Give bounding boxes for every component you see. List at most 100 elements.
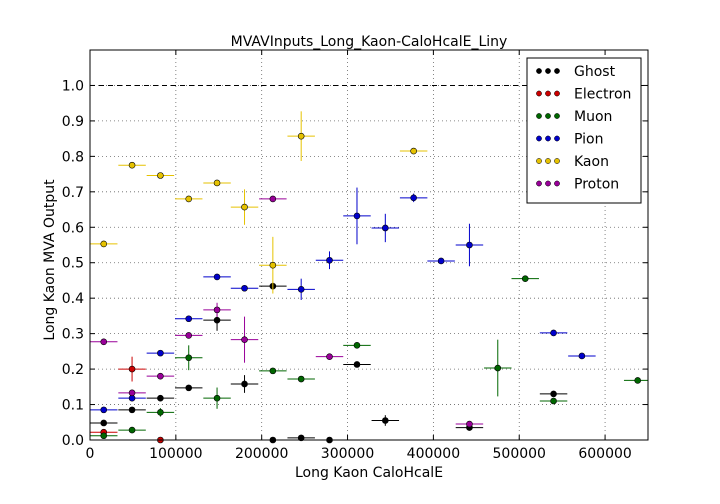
pion-point <box>100 406 108 414</box>
chart-title: MVAVInputs_Long_Kaon-CaloHcalE_Liny <box>231 34 508 50</box>
plot-frame <box>89 49 649 441</box>
legend-marker-ghost <box>554 68 560 74</box>
pion-point <box>382 224 389 232</box>
kaon-point <box>213 179 221 187</box>
x-axis-label: Long Kaon CaloHcalE <box>295 465 443 481</box>
muon-point <box>494 364 502 372</box>
x-tick-label: 200000 <box>235 446 288 462</box>
kaon-point <box>241 203 248 211</box>
muon-point <box>521 275 529 282</box>
pion-point <box>353 212 361 220</box>
axis-ticks: 0 100000 200000 300000 400000 500000 600000 0.0… <box>62 50 648 462</box>
muon-point <box>550 397 557 405</box>
series-muon <box>90 275 648 440</box>
y-tick-label: 0.3 <box>62 327 84 343</box>
ghost-point <box>241 380 248 388</box>
proton-point <box>157 372 164 380</box>
muon-point <box>297 375 305 383</box>
pion-point <box>157 349 164 357</box>
x-tick-label: 400000 <box>407 446 460 462</box>
ghost-point <box>353 361 361 368</box>
kaon-point <box>157 172 164 179</box>
legend-marker-pion <box>545 135 551 142</box>
legend-label-electron: Electron <box>574 87 631 103</box>
y-tick-label: 0.6 <box>62 220 84 236</box>
legend-marker-proton <box>545 180 551 187</box>
muon-point <box>269 367 277 375</box>
y-tick-label: 1.0 <box>62 78 84 94</box>
muon-point <box>128 426 136 434</box>
y-tick-label: 0.9 <box>62 114 84 130</box>
pion-point <box>410 194 417 202</box>
legend-marker-proton <box>536 180 542 187</box>
pion-point <box>578 352 586 360</box>
x-tick-label: 300000 <box>321 446 374 462</box>
muon-point <box>100 432 108 440</box>
proton-point <box>185 332 193 339</box>
y-tick-label: 0.1 <box>62 398 84 414</box>
y-tick-label: 0.8 <box>62 149 84 165</box>
muon-point <box>185 354 193 362</box>
legend-marker-proton <box>554 180 560 187</box>
electron-point <box>128 365 136 373</box>
muon-point <box>353 342 361 349</box>
proton-point <box>466 420 473 428</box>
proton-point <box>100 338 108 346</box>
pion-point <box>326 256 333 264</box>
ghost-point <box>128 406 136 414</box>
proton-point <box>128 389 136 397</box>
pion-point <box>437 257 445 265</box>
kaon-point <box>185 195 193 203</box>
x-tick-label: 100000 <box>149 446 202 462</box>
legend-label-kaon: Kaon <box>574 154 609 170</box>
legend-marker-muon <box>554 113 560 119</box>
x-tick-label: 500000 <box>493 446 546 462</box>
legend-marker-kaon <box>554 158 560 164</box>
series-pion <box>90 187 596 414</box>
kaon-point <box>128 161 136 169</box>
kaon-point <box>100 240 108 248</box>
y-tick-label: 0.2 <box>62 362 84 378</box>
kaon-point <box>269 261 277 269</box>
pion-point <box>297 286 305 293</box>
legend-marker-electron <box>545 90 551 97</box>
legend-marker-pion <box>536 135 542 142</box>
muon-point <box>634 377 641 384</box>
series-proton <box>90 195 484 428</box>
pion-point <box>185 315 193 323</box>
legend-marker-muon <box>536 113 542 119</box>
ghost-point <box>100 419 108 427</box>
kaon-point <box>297 132 305 140</box>
ghost-point <box>550 390 557 398</box>
y-axis-label: Long Kaon MVA Output <box>42 179 58 341</box>
legend-marker-muon <box>545 113 551 119</box>
proton-point <box>213 306 221 314</box>
y-tick-label: 0.4 <box>62 291 84 307</box>
legend-label-ghost: Ghost <box>574 64 616 80</box>
legend-marker-electron <box>554 90 560 97</box>
y-tick-label: 0.7 <box>62 185 84 201</box>
ghost-point <box>382 417 389 424</box>
series-group <box>90 111 648 444</box>
legend-box <box>526 57 642 204</box>
legend-marker-kaon <box>545 158 551 164</box>
series-kaon <box>90 111 428 294</box>
legend-marker-pion <box>554 135 560 142</box>
ghost-point <box>297 434 305 442</box>
proton-point <box>241 336 248 343</box>
ghost-point <box>213 316 221 324</box>
y-tick-label: 0.0 <box>62 433 84 449</box>
proton-point <box>269 195 277 203</box>
legend-marker-ghost <box>545 68 551 74</box>
legend-label-pion: Pion <box>574 132 603 148</box>
legend-marker-ghost <box>536 68 542 74</box>
proton-point <box>326 353 333 360</box>
muon-point <box>157 409 164 416</box>
legend-label-muon: Muon <box>574 109 612 125</box>
ghost-point <box>185 384 193 392</box>
pion-point <box>241 284 248 292</box>
pion-point <box>213 273 221 281</box>
legend-marker-kaon <box>536 158 542 164</box>
ghost-point <box>157 394 164 402</box>
